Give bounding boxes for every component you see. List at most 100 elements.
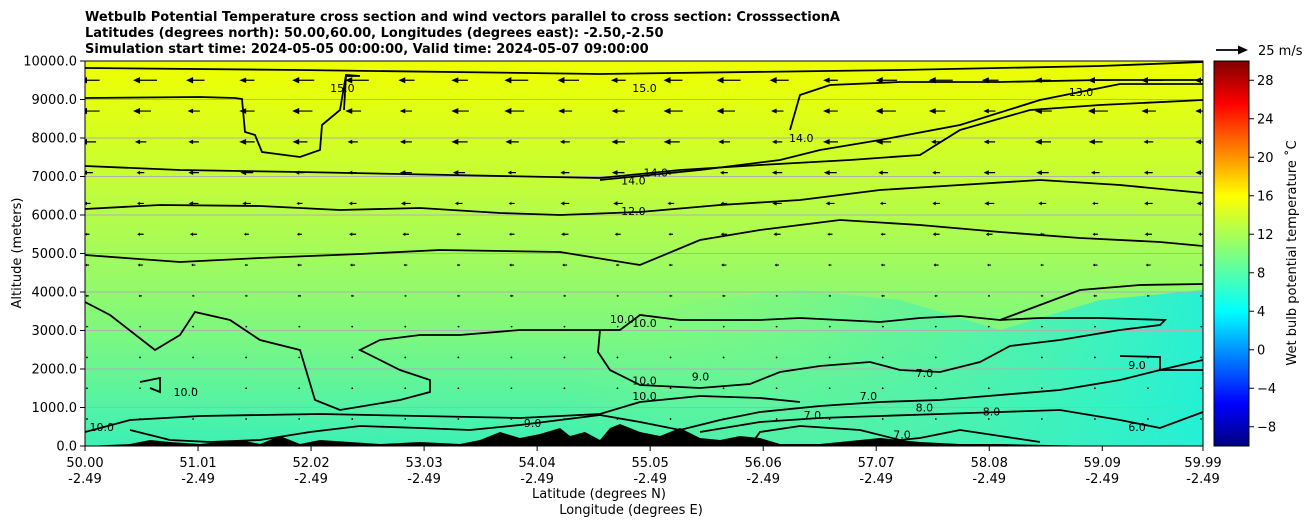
wind-vector — [1147, 387, 1149, 390]
wind-vector — [139, 325, 141, 328]
wind-vector — [239, 77, 255, 84]
wind-vector — [298, 356, 301, 359]
wind-vector — [404, 325, 407, 328]
contour-label: 10.0 — [632, 317, 657, 330]
wind-vector — [1144, 201, 1153, 206]
wind-vector — [828, 325, 831, 328]
y-axis-label: Altitude (meters) — [10, 198, 25, 309]
chart-title-line-2: Latitudes (degrees north): 50.00,60.00, … — [85, 26, 664, 41]
y-tick-label: 7000.0 — [32, 170, 78, 185]
wind-vector — [716, 107, 736, 115]
wind-vector — [613, 201, 623, 206]
wind-vector — [244, 263, 248, 267]
wind-vector — [771, 139, 783, 145]
contour-label: 12.0 — [621, 205, 646, 218]
wind-vector — [879, 201, 887, 206]
wind-vector — [1200, 294, 1203, 298]
colorbar-tick-label: 16 — [1257, 189, 1274, 204]
contour-10-upper — [85, 283, 1203, 411]
y-tick-label: 1000.0 — [32, 401, 78, 416]
wind-vector — [136, 201, 144, 206]
wind-vector — [1040, 356, 1043, 359]
x-tick-label-lat: 59.99 — [1184, 456, 1221, 471]
contour-label: 14.0 — [789, 132, 814, 145]
x-tick-label-lon: -2.49 — [746, 472, 780, 487]
y-axis: 0.0 1000.0 2000.0 3000.0 4000.0 5000.0 6000.0 7… — [23, 55, 85, 455]
wind-vector — [86, 356, 88, 359]
wind-vector — [1087, 107, 1108, 115]
wind-vector — [292, 139, 308, 145]
wind-vector — [1092, 232, 1098, 236]
wind-vector — [86, 387, 88, 390]
contour-label: 9.0 — [1128, 359, 1146, 372]
colorbar-tick-label: −4 — [1257, 382, 1276, 397]
wind-vector — [505, 139, 519, 145]
wind-vector — [510, 325, 513, 328]
wind-vector — [510, 356, 513, 359]
contour-label: 10.0 — [90, 421, 115, 434]
wind-vector — [722, 356, 725, 359]
wind-vector — [134, 139, 147, 145]
wind-vector — [85, 107, 100, 115]
wind-vector — [775, 356, 778, 359]
wind-vector — [456, 232, 461, 236]
colorbar-label: Wet bulb potential temperature ˚C — [1284, 140, 1300, 365]
wind-vector — [1200, 356, 1202, 359]
wind-vector — [616, 387, 619, 390]
wind-vector — [507, 170, 516, 175]
wind-vector — [187, 108, 200, 114]
contour-11 — [85, 219, 1203, 266]
wind-vector — [345, 108, 362, 114]
contour-8 — [699, 409, 1203, 433]
x-axis: 50.00-2.4951.01-2.4952.02-2.4953.03-2.49… — [66, 446, 1222, 487]
wind-vector — [351, 387, 354, 390]
wind-vector — [85, 263, 90, 267]
x-tick-label-lon: -2.49 — [294, 472, 328, 487]
wind-vector — [1040, 294, 1044, 298]
wind-vector — [451, 138, 468, 145]
wind-vector — [292, 107, 313, 115]
wind-vector — [350, 294, 354, 298]
y-tick-label: 10000.0 — [23, 55, 77, 70]
wind-vector — [828, 263, 832, 267]
x-tick-label-lat: 59.09 — [1084, 456, 1121, 471]
wind-vector — [1093, 294, 1097, 298]
wind-vector — [1091, 170, 1100, 175]
wind-vector — [984, 201, 995, 206]
wind-vector — [775, 387, 778, 390]
wind-vector — [351, 418, 354, 420]
wind-vector — [297, 294, 302, 298]
wind-vector — [770, 108, 784, 114]
wind-vector — [983, 170, 996, 176]
wind-vector — [348, 201, 357, 206]
wind-vector — [560, 201, 570, 206]
wind-vector — [349, 232, 357, 237]
x-tick-label-lat: 58.08 — [971, 456, 1008, 471]
wind-vector — [245, 356, 248, 359]
wind-vector — [1195, 139, 1203, 145]
wind-vector — [298, 325, 301, 328]
contour-label: 10.0 — [173, 386, 198, 399]
wind-vector — [191, 263, 196, 267]
wind-vector — [1200, 418, 1202, 420]
contour-10-left-loop — [139, 376, 161, 394]
wind-vector — [399, 139, 412, 145]
quiver-key-arrowhead — [1238, 45, 1248, 55]
wind-vector — [934, 418, 937, 420]
wind-vector — [616, 356, 619, 359]
wind-vector — [1034, 138, 1051, 145]
wind-vector — [85, 138, 97, 145]
contour-label: 9.0 — [524, 417, 542, 430]
wind-vector — [1147, 418, 1149, 420]
wind-vector — [563, 325, 566, 328]
wind-vector — [931, 139, 942, 145]
wind-vector — [669, 294, 673, 298]
colorbar-tick-label: 24 — [1257, 112, 1274, 127]
wind-vector — [823, 170, 837, 176]
wind-vector — [245, 294, 248, 298]
wind-vector — [774, 263, 780, 267]
wind-vector — [1036, 170, 1049, 176]
wind-vector — [504, 107, 525, 115]
wind-vector — [456, 263, 461, 267]
wind-vector — [663, 107, 683, 115]
